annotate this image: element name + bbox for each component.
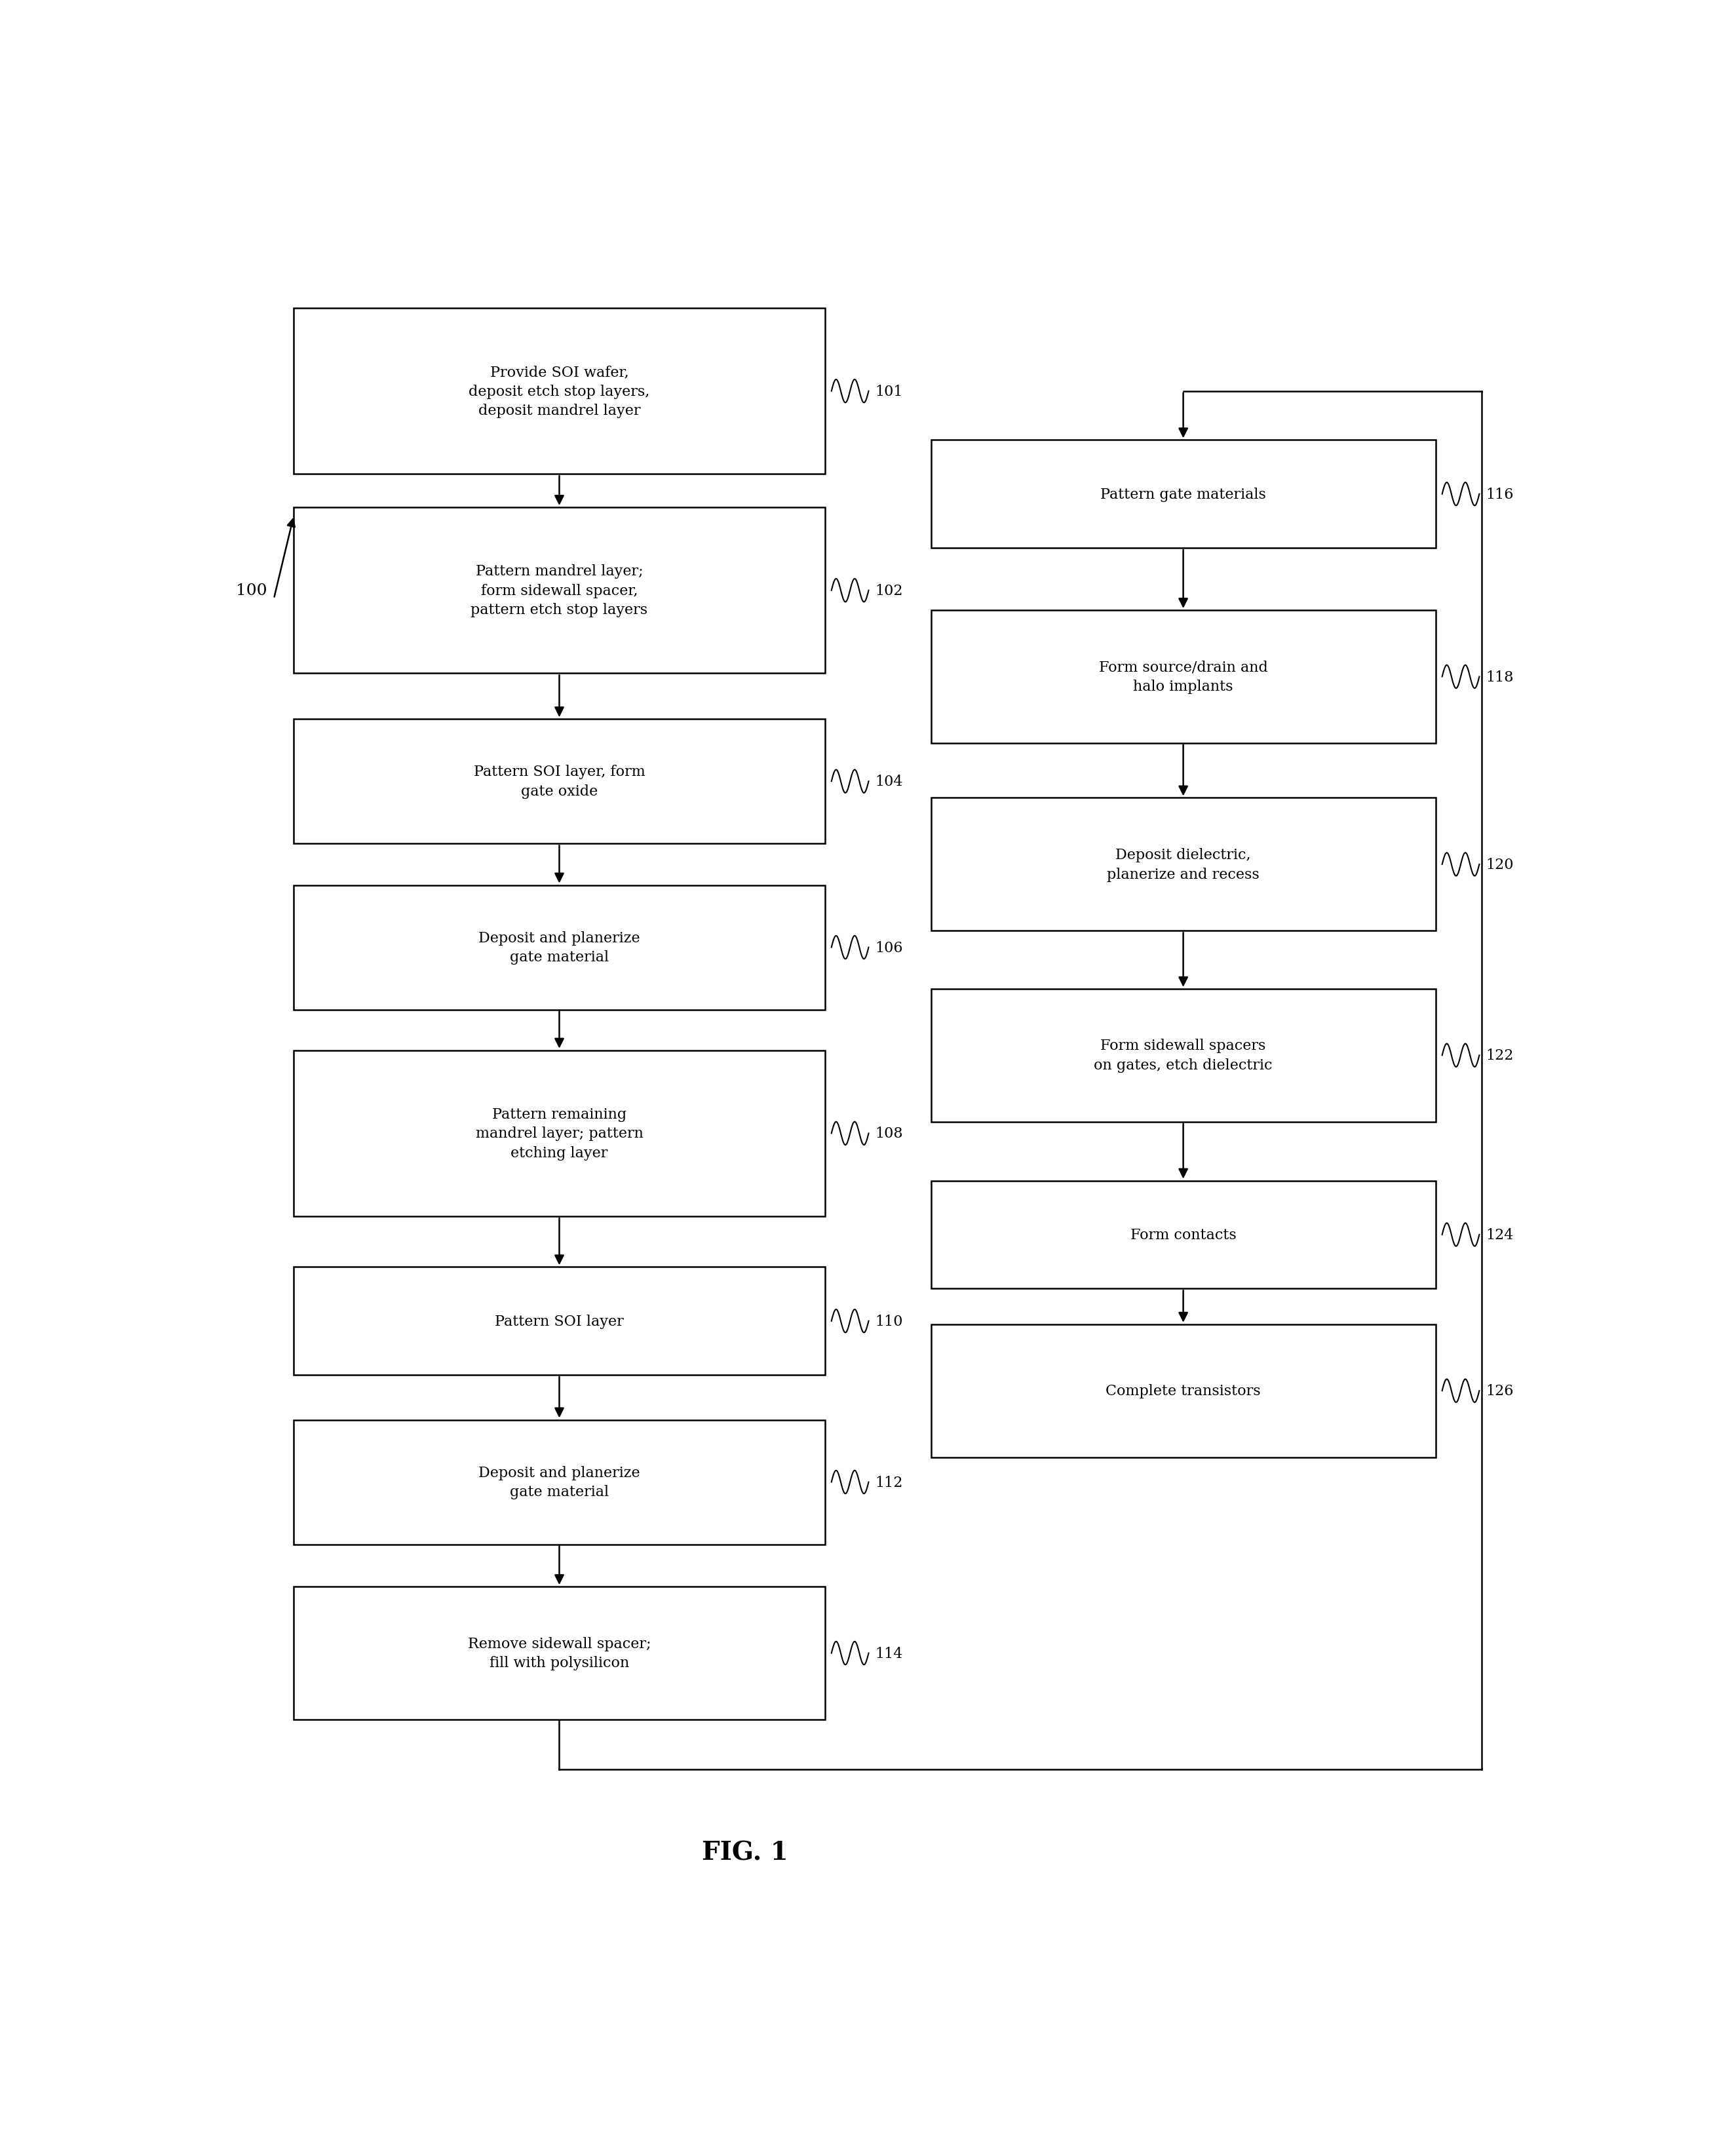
Text: 104: 104 (875, 774, 903, 789)
FancyBboxPatch shape (932, 440, 1435, 548)
Text: 100: 100 (236, 584, 267, 597)
Text: 114: 114 (875, 1645, 903, 1660)
Text: 122: 122 (1485, 1048, 1514, 1063)
FancyBboxPatch shape (295, 886, 826, 1009)
FancyBboxPatch shape (295, 720, 826, 843)
Text: 101: 101 (875, 384, 903, 399)
Text: 108: 108 (875, 1125, 903, 1141)
Text: Pattern SOI layer, form
gate oxide: Pattern SOI layer, form gate oxide (473, 765, 646, 798)
Text: 116: 116 (1485, 487, 1514, 502)
Text: 112: 112 (875, 1475, 903, 1490)
FancyBboxPatch shape (932, 1181, 1435, 1289)
FancyBboxPatch shape (295, 1421, 826, 1544)
FancyBboxPatch shape (295, 1050, 826, 1216)
FancyBboxPatch shape (932, 798, 1435, 931)
FancyBboxPatch shape (295, 1268, 826, 1376)
FancyBboxPatch shape (295, 308, 826, 474)
Text: Pattern remaining
mandrel layer; pattern
etching layer: Pattern remaining mandrel layer; pattern… (476, 1106, 642, 1160)
Text: 124: 124 (1485, 1227, 1514, 1242)
Text: FIG. 1: FIG. 1 (702, 1839, 788, 1865)
Text: Pattern gate materials: Pattern gate materials (1100, 487, 1266, 502)
Text: Deposit and planerize
gate material: Deposit and planerize gate material (478, 1466, 641, 1498)
Text: Complete transistors: Complete transistors (1105, 1384, 1261, 1397)
Text: Deposit dielectric,
planerize and recess: Deposit dielectric, planerize and recess (1107, 847, 1259, 882)
FancyBboxPatch shape (295, 1587, 826, 1720)
Text: 118: 118 (1485, 671, 1514, 683)
FancyBboxPatch shape (295, 509, 826, 675)
Text: Pattern SOI layer: Pattern SOI layer (495, 1313, 624, 1328)
Text: Form sidewall spacers
on gates, etch dielectric: Form sidewall spacers on gates, etch die… (1095, 1039, 1273, 1072)
FancyBboxPatch shape (932, 610, 1435, 744)
Text: Deposit and planerize
gate material: Deposit and planerize gate material (478, 931, 641, 964)
Text: 120: 120 (1485, 858, 1514, 871)
Text: Pattern mandrel layer;
form sidewall spacer,
pattern etch stop layers: Pattern mandrel layer; form sidewall spa… (471, 565, 648, 617)
Text: 102: 102 (875, 584, 903, 597)
FancyBboxPatch shape (932, 990, 1435, 1121)
Text: Form source/drain and
halo implants: Form source/drain and halo implants (1098, 660, 1268, 694)
Text: Provide SOI wafer,
deposit etch stop layers,
deposit mandrel layer: Provide SOI wafer, deposit etch stop lay… (469, 364, 649, 418)
Text: 106: 106 (875, 940, 903, 955)
Text: 110: 110 (875, 1313, 903, 1328)
Text: 126: 126 (1485, 1384, 1514, 1397)
FancyBboxPatch shape (932, 1324, 1435, 1457)
Text: Form contacts: Form contacts (1131, 1227, 1237, 1242)
Text: Remove sidewall spacer;
fill with polysilicon: Remove sidewall spacer; fill with polysi… (468, 1636, 651, 1671)
